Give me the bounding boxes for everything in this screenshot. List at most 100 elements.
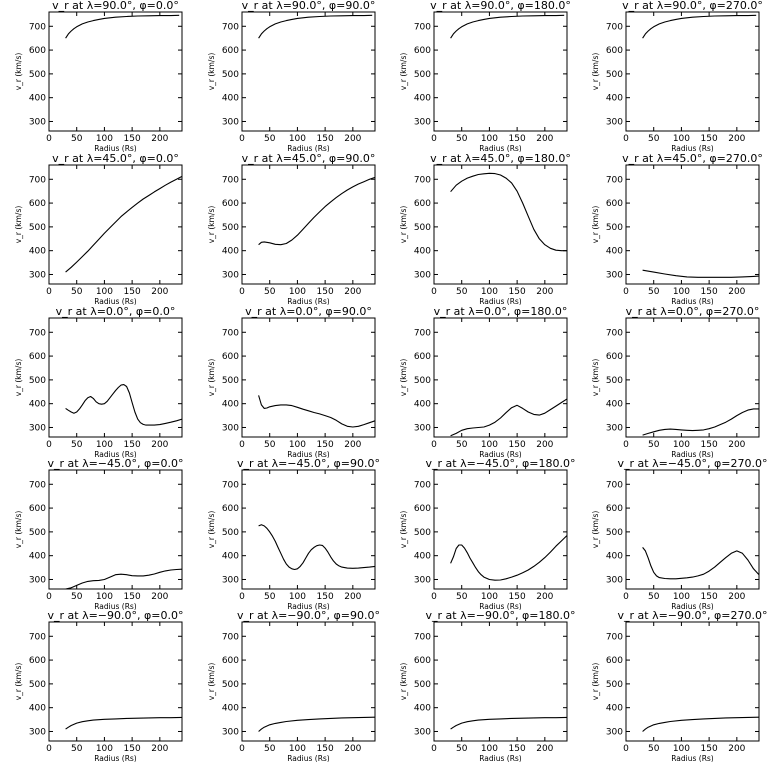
- plot-frame: [48, 11, 183, 132]
- subplot-1: v_r at λ=90.0°, φ=90.0° 300 400 500 600 700 0 5…: [207, 0, 376, 152]
- y-tick-label: 500: [414, 680, 431, 690]
- y-tick-label: 300: [606, 423, 623, 433]
- x-axis-label: Radius (Rs): [287, 297, 330, 305]
- y-axis-label: v_r (km/s): [207, 53, 216, 91]
- x-axis-label: Radius (Rs): [479, 144, 522, 152]
- x-tick-label: 0: [623, 440, 629, 450]
- y-tick-label: 400: [222, 247, 239, 257]
- plot-frame: [241, 317, 376, 438]
- y-tick-label: 700: [29, 632, 46, 642]
- x-axis-label: Radius (Rs): [94, 602, 137, 610]
- x-tick-label: 150: [701, 287, 718, 297]
- x-tick-label: 50: [648, 744, 660, 754]
- x-tick-label: 150: [124, 440, 141, 450]
- series-line: [65, 175, 183, 273]
- y-tick-label: 600: [414, 504, 431, 514]
- x-axis-label: Radius (Rs): [94, 297, 137, 305]
- y-tick-label: 400: [606, 704, 623, 714]
- x-tick-label: 50: [648, 592, 660, 602]
- y-tick-label: 300: [414, 727, 431, 737]
- x-tick-label: 100: [673, 744, 690, 754]
- x-tick-label: 150: [124, 592, 141, 602]
- y-tick-label: 600: [606, 199, 623, 209]
- subplot-title: v_r at λ=45.0°, φ=90.0°: [242, 153, 376, 165]
- y-tick-label: 400: [414, 704, 431, 714]
- y-axis-label: v_r (km/s): [207, 511, 216, 549]
- subplot-title: v_r at λ=90.0°, φ=0.0°: [52, 0, 179, 12]
- x-tick-label: 0: [431, 287, 437, 297]
- y-tick-label: 400: [414, 94, 431, 104]
- y-tick-label: 500: [414, 70, 431, 80]
- y-tick-label: 500: [222, 376, 239, 386]
- y-tick-label: 600: [414, 199, 431, 209]
- series-line: [258, 14, 373, 39]
- y-tick-label: 300: [414, 270, 431, 280]
- x-tick-label: 0: [239, 134, 245, 144]
- subplot-19: v_r at λ=−90.0°, φ=270.0°300400500600700…: [591, 610, 767, 762]
- y-tick-label: 300: [414, 117, 431, 127]
- y-tick-label: 400: [29, 247, 46, 257]
- subplot-title: v_r at λ=0.0°, φ=0.0°: [56, 306, 176, 318]
- subplot-16: v_r at λ=−90.0°, φ=0.0° 300 400 500 600 700 0 5…: [14, 610, 183, 762]
- subplot-title: v_r at λ=90.0°, φ=270.0°: [622, 0, 763, 12]
- y-axis-label: v_r (km/s): [591, 663, 600, 701]
- plot-frame: [625, 317, 760, 438]
- y-tick-label: 700: [222, 175, 239, 185]
- subplot-title: v_r at λ=45.0°, φ=0.0°: [52, 153, 179, 165]
- series-line: [450, 398, 568, 437]
- plot-frame: [433, 11, 568, 132]
- series-line: [642, 716, 760, 732]
- x-tick-label: 200: [536, 440, 553, 450]
- subplot-title: v_r at λ=−45.0°, φ=90.0°: [237, 458, 380, 470]
- y-tick-label: 300: [222, 117, 239, 127]
- y-tick-label: 300: [29, 575, 46, 585]
- plot-frame: [433, 621, 568, 742]
- y-axis-label: v_r (km/s): [207, 206, 216, 244]
- x-tick-label: 150: [317, 287, 334, 297]
- x-tick-label: 200: [151, 134, 168, 144]
- x-tick-label: 0: [431, 440, 437, 450]
- plot-frame: [241, 621, 376, 742]
- x-tick-label: 50: [648, 440, 660, 450]
- subplot-3: v_r at λ=90.0°, φ=270.0° 300 400 500 600 700 0…: [591, 0, 763, 152]
- y-tick-label: 600: [29, 199, 46, 209]
- x-tick-label: 200: [728, 287, 745, 297]
- y-tick-label: 300: [29, 117, 46, 127]
- x-tick-label: 0: [431, 134, 437, 144]
- x-tick-label: 150: [509, 287, 526, 297]
- x-tick-label: 150: [701, 134, 718, 144]
- x-tick-label: 0: [239, 744, 245, 754]
- series-line: [258, 716, 376, 732]
- x-tick-label: 0: [623, 592, 629, 602]
- x-tick-label: 200: [536, 592, 553, 602]
- y-tick-label: 400: [29, 400, 46, 410]
- y-tick-label: 500: [414, 528, 431, 538]
- x-tick-label: 50: [71, 744, 83, 754]
- subplot-5: v_r at λ=45.0°, φ=90.0° 300 400 500 600 700 0 5…: [207, 153, 376, 305]
- subplot-8: v_r at λ=0.0°, φ=0.0° 300 400 500 600 700 0 50 1…: [14, 306, 183, 458]
- y-tick-label: 700: [606, 22, 623, 32]
- x-tick-label: 0: [623, 287, 629, 297]
- plot-frame: [48, 469, 183, 590]
- x-tick-label: 50: [456, 134, 468, 144]
- y-tick-label: 700: [222, 632, 239, 642]
- y-tick-label: 700: [222, 22, 239, 32]
- y-tick-label: 300: [29, 423, 46, 433]
- y-tick-label: 300: [222, 575, 239, 585]
- x-tick-label: 100: [481, 744, 498, 754]
- y-tick-label: 600: [606, 656, 623, 666]
- x-tick-label: 200: [151, 287, 168, 297]
- plot-frame: [48, 164, 183, 285]
- subplot-17: v_r at λ=−90.0°, φ=90.0° 300 400 500 600 700 0…: [207, 610, 380, 762]
- y-tick-label: 600: [606, 352, 623, 362]
- x-tick-label: 150: [701, 440, 718, 450]
- y-axis-label: v_r (km/s): [399, 53, 408, 91]
- y-tick-label: 600: [29, 656, 46, 666]
- x-tick-label: 150: [509, 440, 526, 450]
- x-tick-label: 200: [344, 134, 361, 144]
- subplot-7: v_r at λ=45.0°, φ=270.0° 300 400 500 600 700 0…: [591, 153, 763, 305]
- y-tick-label: 600: [414, 46, 431, 56]
- y-tick-label: 300: [606, 270, 623, 280]
- x-tick-label: 200: [728, 592, 745, 602]
- x-tick-label: 100: [96, 440, 113, 450]
